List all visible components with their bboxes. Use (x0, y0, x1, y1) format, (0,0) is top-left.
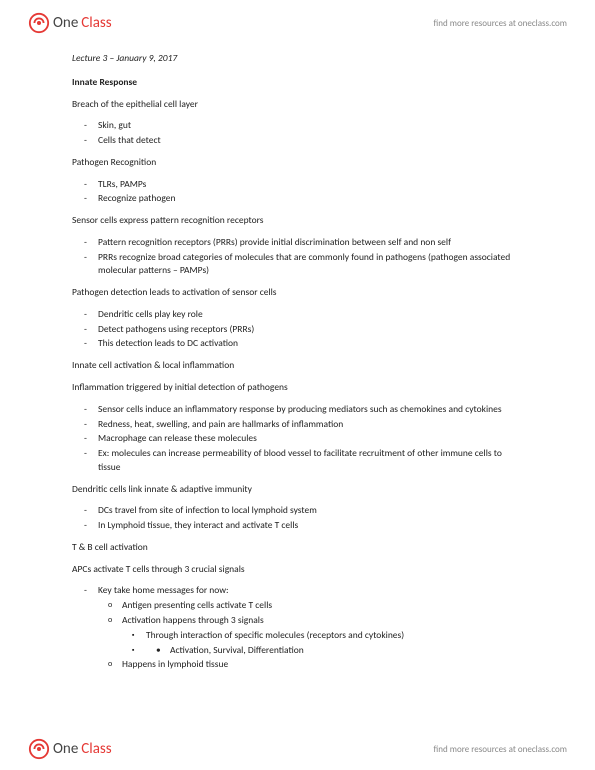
brand-logo: OneClass (28, 12, 112, 34)
footer-tagline: find more resources at oneclass.com (434, 744, 567, 755)
list-item: Detect pathogens using receptors (PRRs) (98, 323, 523, 337)
text-sensor-cells: Sensor cells express pattern recognition… (72, 214, 523, 228)
logo-icon (28, 738, 50, 760)
sublist-asd: Activation, Survival, Differentiation (146, 644, 523, 658)
lecture-title: Lecture 3 – January 9, 2017 (72, 52, 523, 66)
list-inflammation: Sensor cells induce an inflammatory resp… (72, 403, 523, 475)
list-item: In Lymphoid tissue, they interact and ac… (98, 519, 523, 533)
list-item-text: Activation happens through 3 signals (122, 614, 264, 626)
page-header: OneClass find more resources at oneclass… (0, 0, 595, 40)
text-pathogen-detection: Pathogen detection leads to activation o… (72, 286, 523, 300)
page-footer: OneClass find more resources at oneclass… (0, 738, 595, 760)
list-item: Pattern recognition receptors (PRRs) pro… (98, 236, 523, 250)
list-item: Skin, gut (98, 119, 523, 133)
list-pathogen-recognition: TLRs, PAMPs Recognize pathogen (72, 178, 523, 207)
text-dc-link: Dendritic cells link innate & adaptive i… (72, 483, 523, 497)
list-item: Key take home messages for now: Antigen … (98, 584, 523, 672)
list-item: Activation, Survival, Differentiation (170, 644, 523, 658)
text-tb-activation: T & B cell activation (72, 541, 523, 555)
list-item: Macrophage can release these molecules (98, 432, 523, 446)
list-item: Recognize pathogen (98, 192, 523, 206)
text-pathogen-recognition: Pathogen Recognition (72, 156, 523, 170)
list-item: DCs travel from site of infection to loc… (98, 504, 523, 518)
list-item: Dendritic cells play key role (98, 308, 523, 322)
logo-text-one: One (53, 740, 78, 758)
list-item: Cells that detect (98, 134, 523, 148)
text-inflammation: Inflammation triggered by initial detect… (72, 381, 523, 395)
list-item: PRRs recognize broad categories of molec… (98, 251, 523, 279)
document-body: Lecture 3 – January 9, 2017 Innate Respo… (0, 40, 595, 672)
list-item: Activation happens through 3 signals Thr… (122, 614, 523, 657)
list-item-text: Key take home messages for now: (98, 584, 229, 596)
list-item: Happens in lymphoid tissue (122, 658, 523, 672)
logo-icon (28, 12, 50, 34)
text-innate-cell: Innate cell activation & local inflammat… (72, 359, 523, 373)
list-breach: Skin, gut Cells that detect (72, 119, 523, 148)
list-item: Antigen presenting cells activate T cell… (122, 599, 523, 613)
list-item: Sensor cells induce an inflammatory resp… (98, 403, 523, 417)
list-item: TLRs, PAMPs (98, 178, 523, 192)
list-item: Activation, Survival, Differentiation (146, 644, 523, 658)
list-item: This detection leads to DC activation (98, 337, 523, 351)
sublist-key-messages: Antigen presenting cells activate T cell… (98, 599, 523, 672)
sublist-signals: Through interaction of specific molecule… (122, 629, 523, 658)
logo-text-class: Class (81, 14, 111, 32)
header-tagline: find more resources at oneclass.com (434, 18, 567, 29)
heading-innate-response: Innate Response (72, 76, 523, 90)
list-item: Through interaction of specific molecule… (146, 629, 523, 643)
list-sensor-cells: Pattern recognition receptors (PRRs) pro… (72, 236, 523, 278)
list-apc: Key take home messages for now: Antigen … (72, 584, 523, 672)
footer-brand-logo: OneClass (28, 738, 112, 760)
logo-text-one: One (53, 14, 78, 32)
logo-text-class: Class (81, 740, 111, 758)
list-pathogen-detection: Dendritic cells play key role Detect pat… (72, 308, 523, 351)
list-item: Ex: molecules can increase permeability … (98, 447, 523, 475)
text-apc: APCs activate T cells through 3 crucial … (72, 563, 523, 577)
text-breach: Breach of the epithelial cell layer (72, 98, 523, 112)
list-dc-link: DCs travel from site of infection to loc… (72, 504, 523, 533)
list-item: Redness, heat, swelling, and pain are ha… (98, 418, 523, 432)
